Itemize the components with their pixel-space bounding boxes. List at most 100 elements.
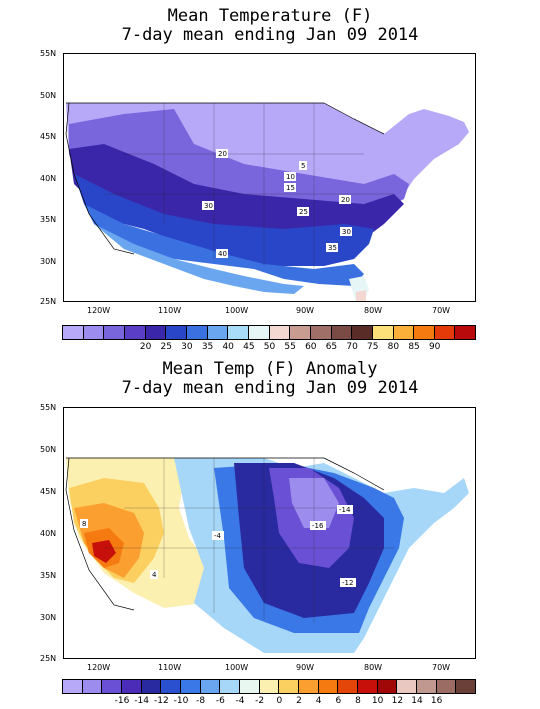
- top-title-line2: 7-day mean ending Jan 09 2014: [121, 25, 419, 45]
- colorbar-label: 60: [305, 342, 317, 352]
- bottom-contour-label: 8: [82, 520, 86, 528]
- top-contour-label: 35: [328, 244, 337, 252]
- colorbar-swatch: [258, 679, 280, 694]
- colorbar-label: 55: [284, 342, 296, 352]
- colorbar-swatch: [81, 679, 103, 694]
- colorbar-label: 2: [296, 696, 302, 706]
- colorbar-swatch: [371, 325, 394, 340]
- top-contour-label: 20: [218, 150, 227, 158]
- bottom-lat-label: 45N: [40, 487, 57, 496]
- top-coastline: [65, 102, 385, 255]
- colorbar-swatch: [123, 325, 146, 340]
- colorbar-label: 10: [371, 696, 384, 706]
- bottom-lat-label: 30N: [40, 613, 57, 622]
- colorbar-swatch: [357, 679, 378, 694]
- top-lat-label: 35N: [40, 215, 57, 224]
- colorbar-swatch: [416, 679, 437, 694]
- colorbar-label: -8: [196, 696, 206, 706]
- colorbar-label: 12: [391, 696, 404, 706]
- bottom-lon-label: 90W: [296, 663, 315, 672]
- colorbar-label: 50: [263, 342, 276, 352]
- top-land-band6: [94, 224, 304, 294]
- bottom-contour-labels: -14 -16 -12 -4 8 4: [80, 505, 356, 587]
- colorbar-swatch: [82, 325, 105, 340]
- bottom-title-line2: 7-day mean ending Jan 09 2014: [121, 378, 419, 398]
- colorbar-label: 30: [181, 342, 193, 352]
- top-contour-label: 30: [342, 228, 351, 236]
- colorbar-swatch: [289, 325, 311, 340]
- colorbar-label: 4: [315, 696, 322, 706]
- bottom-title-line1: Mean Temp (F) Anomaly: [162, 359, 378, 379]
- colorbar-label: 75: [367, 342, 379, 352]
- top-contour-label: 40: [218, 250, 227, 258]
- top-contour-labels: 20 5 10 15 20 30 25 30 35 40: [202, 149, 352, 258]
- top-lat-label: 45N: [40, 132, 57, 141]
- colorbar-swatch: [337, 679, 359, 694]
- colorbar-swatch: [219, 679, 241, 694]
- bottom-lon-label: 110W: [158, 663, 182, 672]
- top-lat-label: 30N: [40, 257, 57, 266]
- top-land-band4: [74, 174, 374, 266]
- colorbar-label: -10: [173, 696, 189, 706]
- bottom-contour-label: -16: [312, 522, 324, 530]
- colorbar-label: 16: [430, 696, 443, 706]
- bottom-coastline: [65, 457, 385, 611]
- colorbar-swatch: [317, 679, 339, 694]
- colorbar-label: 65: [325, 342, 338, 352]
- colorbar-label: 6: [335, 696, 342, 706]
- colorbar-swatch: [298, 679, 319, 694]
- top-lon-label: 90W: [296, 306, 315, 315]
- top-lon-label: 80W: [364, 306, 383, 315]
- colorbar-swatch: [199, 679, 221, 694]
- colorbar-label: 35: [201, 342, 214, 352]
- top-lat-label: 50N: [40, 91, 57, 100]
- top-contour-label: 10: [286, 173, 295, 181]
- colorbar-label: 80: [387, 342, 400, 352]
- bottom-lon-label: 80W: [364, 663, 383, 672]
- top-colorbar: [62, 325, 477, 340]
- colorbar-swatch: [160, 679, 182, 694]
- colorbar-swatch: [62, 325, 84, 340]
- bottom-warm-core: [92, 540, 116, 563]
- bottom-contour-label: -4: [214, 532, 222, 540]
- colorbar-swatch: [435, 679, 457, 694]
- colorbar-label: -4: [235, 696, 245, 706]
- colorbar-swatch: [227, 325, 249, 340]
- colorbar-swatch: [392, 325, 415, 340]
- colorbar-swatch: [455, 679, 477, 694]
- bottom-lon-label: 100W: [225, 663, 249, 672]
- colorbar-label: 0: [276, 696, 283, 706]
- top-lon-label: 70W: [432, 306, 451, 315]
- colorbar-label: 8: [355, 696, 361, 706]
- colorbar-swatch: [239, 679, 260, 694]
- colorbar-swatch: [185, 325, 208, 340]
- colorbar-swatch: [330, 325, 353, 340]
- top-florida-tip: [356, 290, 366, 301]
- top-lon-label: 110W: [158, 306, 182, 315]
- top-lat-label: 55N: [40, 49, 57, 58]
- colorbar-label: -2: [255, 696, 265, 706]
- bottom-lon-label: 120W: [87, 663, 111, 672]
- top-land-band5: [84, 204, 364, 286]
- top-contour-label: 5: [301, 162, 305, 170]
- top-lon-label: 100W: [225, 306, 249, 315]
- colorbar-label: 85: [408, 342, 420, 352]
- colorbar-swatch: [278, 679, 300, 694]
- top-contour-label: 15: [286, 184, 295, 192]
- bottom-colorbar: [62, 679, 477, 694]
- bottom-contour-label: 4: [152, 571, 157, 579]
- colorbar-swatch: [413, 325, 435, 340]
- colorbar-swatch: [103, 325, 125, 340]
- colorbar-swatch: [309, 325, 332, 340]
- colorbar-label: 70: [346, 342, 358, 352]
- colorbar-label: -16: [114, 696, 130, 706]
- colorbar-swatch: [140, 679, 162, 694]
- colorbar-swatch: [433, 325, 456, 340]
- colorbar-swatch: [376, 679, 398, 694]
- colorbar-label: -6: [215, 696, 225, 706]
- top-contour-label: 25: [299, 208, 308, 216]
- top-contour-label: 20: [341, 196, 350, 204]
- top-map: 20 5 10 15 20 30 25 30 35 40: [63, 53, 476, 302]
- top-lat-label: 40N: [40, 174, 57, 183]
- colorbar-swatch: [454, 325, 477, 340]
